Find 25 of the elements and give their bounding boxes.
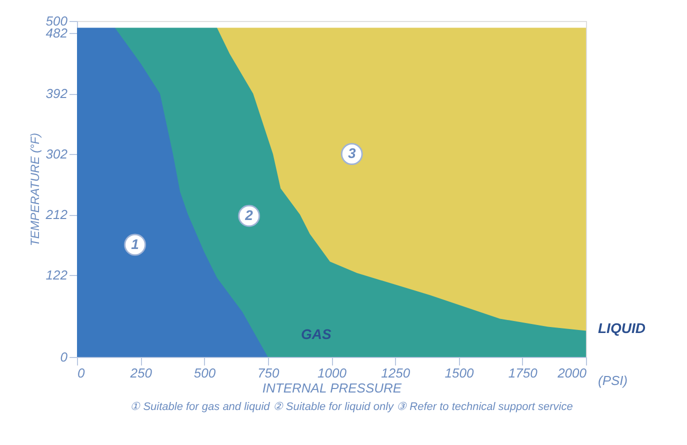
y-tick-label: 0 [60,350,68,364]
annotation: GAS [300,326,332,342]
text: LIQUID [598,320,646,336]
y-tick-label: 212 [44,207,68,222]
y-tick-label: 302 [46,146,68,162]
annotation: 2 [244,206,254,223]
annotation: 3 [348,145,356,162]
x-tick-label: 1000 [318,366,348,380]
y-tick-label: 122 [46,268,68,283]
text: ① Suitable for gas and liquid ② Suitable for liquid only ③ Refer to technical support service [130,401,573,413]
y-tick-label: 482 [46,26,68,41]
x-tick-label: 1250 [381,366,411,380]
x-tick-label: 1750 [508,366,538,380]
x-tick-label: 2000 [556,366,588,380]
x-tick-label: 1500 [444,366,474,380]
y-tick-label: 500 [46,14,68,28]
x-axis-title: INTERNAL PRESSURE [262,380,402,396]
y-tick-label: 392 [46,86,68,102]
x-tick-label: 750 [258,366,280,380]
x-tick-label: 500 [194,366,216,380]
annotation: 1 [131,236,140,252]
text: (PSI) [598,373,628,388]
x-tick-label: 0 [78,366,86,380]
y-axis-title: TEMPERATURE (°F) [28,132,42,246]
x-tick-label: 250 [129,366,153,380]
